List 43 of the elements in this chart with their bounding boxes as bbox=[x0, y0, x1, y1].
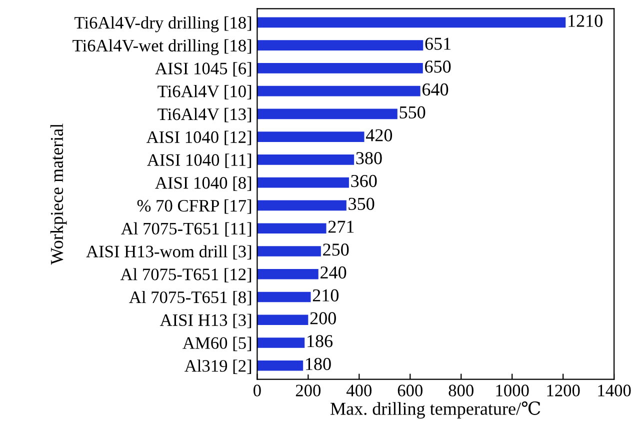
y-tick-label: AM60 [5] bbox=[182, 336, 252, 352]
x-tick-label: 0 bbox=[254, 384, 261, 396]
data-label: 350 bbox=[348, 198, 374, 210]
data-label: 271 bbox=[328, 220, 354, 233]
x-tick-label: 600 bbox=[398, 384, 422, 396]
data-label: 240 bbox=[320, 266, 346, 279]
data-label: 210 bbox=[312, 289, 339, 302]
y-tick-label: Al 7075-T651 [11] bbox=[121, 222, 252, 237]
y-axis-title: Workpiece material bbox=[50, 124, 67, 265]
data-label: 550 bbox=[400, 106, 426, 118]
data-label: 360 bbox=[351, 174, 377, 188]
y-tick-label: AISI 1045 [6] bbox=[155, 62, 252, 77]
y-tick-label: AISI H13-wom drill [3] bbox=[86, 245, 252, 260]
y-tick-label: AISI 1040 [8] bbox=[155, 176, 252, 191]
y-tick-label: Ti6Al4V-dry drilling [18] bbox=[74, 16, 252, 32]
data-label: 180 bbox=[306, 358, 331, 370]
data-label: 651 bbox=[425, 38, 451, 50]
data-label: 250 bbox=[323, 244, 349, 256]
y-tick-label: % 70 CFRP [17] bbox=[137, 199, 252, 214]
y-tick-label: AISI 1040 [12] bbox=[146, 130, 252, 146]
x-axis-title: Max. drilling temperature/℃ bbox=[330, 401, 540, 419]
x-tick-label: 200 bbox=[296, 384, 321, 396]
data-label: 186 bbox=[308, 335, 333, 348]
data-label: 420 bbox=[366, 129, 392, 142]
y-tick-label: Al 7075-T651 [8] bbox=[129, 290, 252, 306]
data-label: 380 bbox=[356, 152, 382, 164]
x-tick-label: 800 bbox=[448, 384, 474, 396]
bar bbox=[257, 360, 304, 371]
y-tick-label: AISI H13 [3] bbox=[160, 314, 252, 328]
x-tick-label: 400 bbox=[346, 384, 372, 396]
y-tick-label: Ti6Al4V [13] bbox=[158, 108, 252, 122]
x-tick-label: 1400 bbox=[598, 384, 631, 396]
y-tick-label: AISI 1040 [11] bbox=[147, 154, 252, 168]
data-label: 1210 bbox=[568, 14, 602, 27]
data-label: 200 bbox=[310, 312, 336, 324]
y-tick-label: Al319 [2] bbox=[184, 360, 252, 374]
x-tick-label: 1000 bbox=[496, 384, 529, 396]
y-tick-label: Ti6Al4V-wet drilling [18] bbox=[72, 39, 252, 56]
y-tick-label: Ti6Al4V [10] bbox=[158, 85, 252, 100]
data-label: 650 bbox=[425, 60, 451, 73]
data-label: 640 bbox=[422, 83, 448, 96]
y-tick-label: Al 7075-T651 [12] bbox=[120, 268, 252, 282]
x-tick-label: 1200 bbox=[547, 384, 580, 396]
